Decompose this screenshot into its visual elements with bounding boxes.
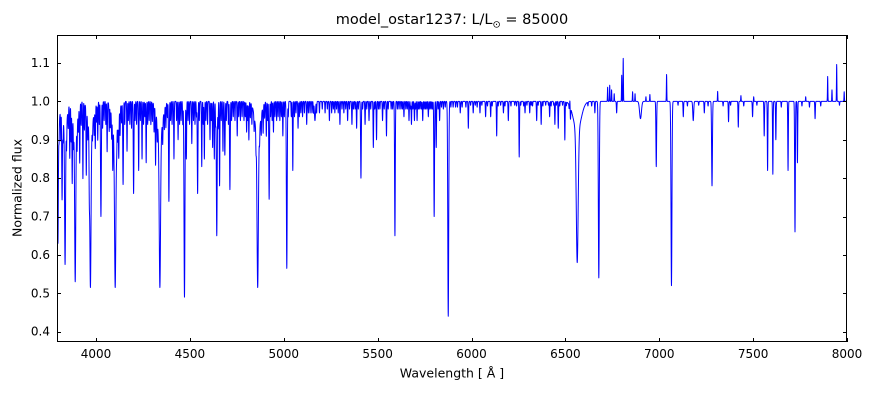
x-tick-label: 4500 bbox=[175, 347, 206, 361]
axes-frame bbox=[57, 35, 847, 342]
y-tick-label: 0.9 bbox=[31, 133, 50, 147]
sun-symbol: ⊙ bbox=[492, 19, 501, 31]
y-tick-label: 0.6 bbox=[31, 248, 50, 262]
x-tick-label: 6000 bbox=[456, 347, 487, 361]
x-tick-label: 5500 bbox=[362, 347, 393, 361]
x-axis-label: Wavelength [ Å ] bbox=[399, 365, 505, 381]
plot-title-suffix: = 85000 bbox=[500, 12, 569, 28]
y-tick-label: 0.8 bbox=[31, 171, 50, 185]
y-tick-label: 0.4 bbox=[31, 325, 50, 339]
x-tick-label: 7500 bbox=[738, 347, 769, 361]
y-tick-label: 1.1 bbox=[31, 56, 50, 70]
x-tick-label: 4000 bbox=[81, 347, 112, 361]
plot-title-prefix: model_ostar1237: L/L bbox=[335, 12, 493, 28]
y-tick-label: 0.5 bbox=[31, 286, 50, 300]
y-tick-label: 0.7 bbox=[31, 210, 50, 224]
x-tick-label: 6500 bbox=[550, 347, 581, 361]
x-tick-label: 7000 bbox=[644, 347, 675, 361]
y-axis-label: Normalized flux bbox=[9, 138, 25, 238]
y-tick-label: 1.0 bbox=[31, 94, 50, 108]
x-tick-label: 8000 bbox=[832, 347, 863, 361]
plot-title: model_ostar1237: L/L⊙ = 85000 bbox=[57, 12, 847, 31]
spectrum-line bbox=[57, 57, 847, 317]
x-tick-label: 5000 bbox=[269, 347, 300, 361]
